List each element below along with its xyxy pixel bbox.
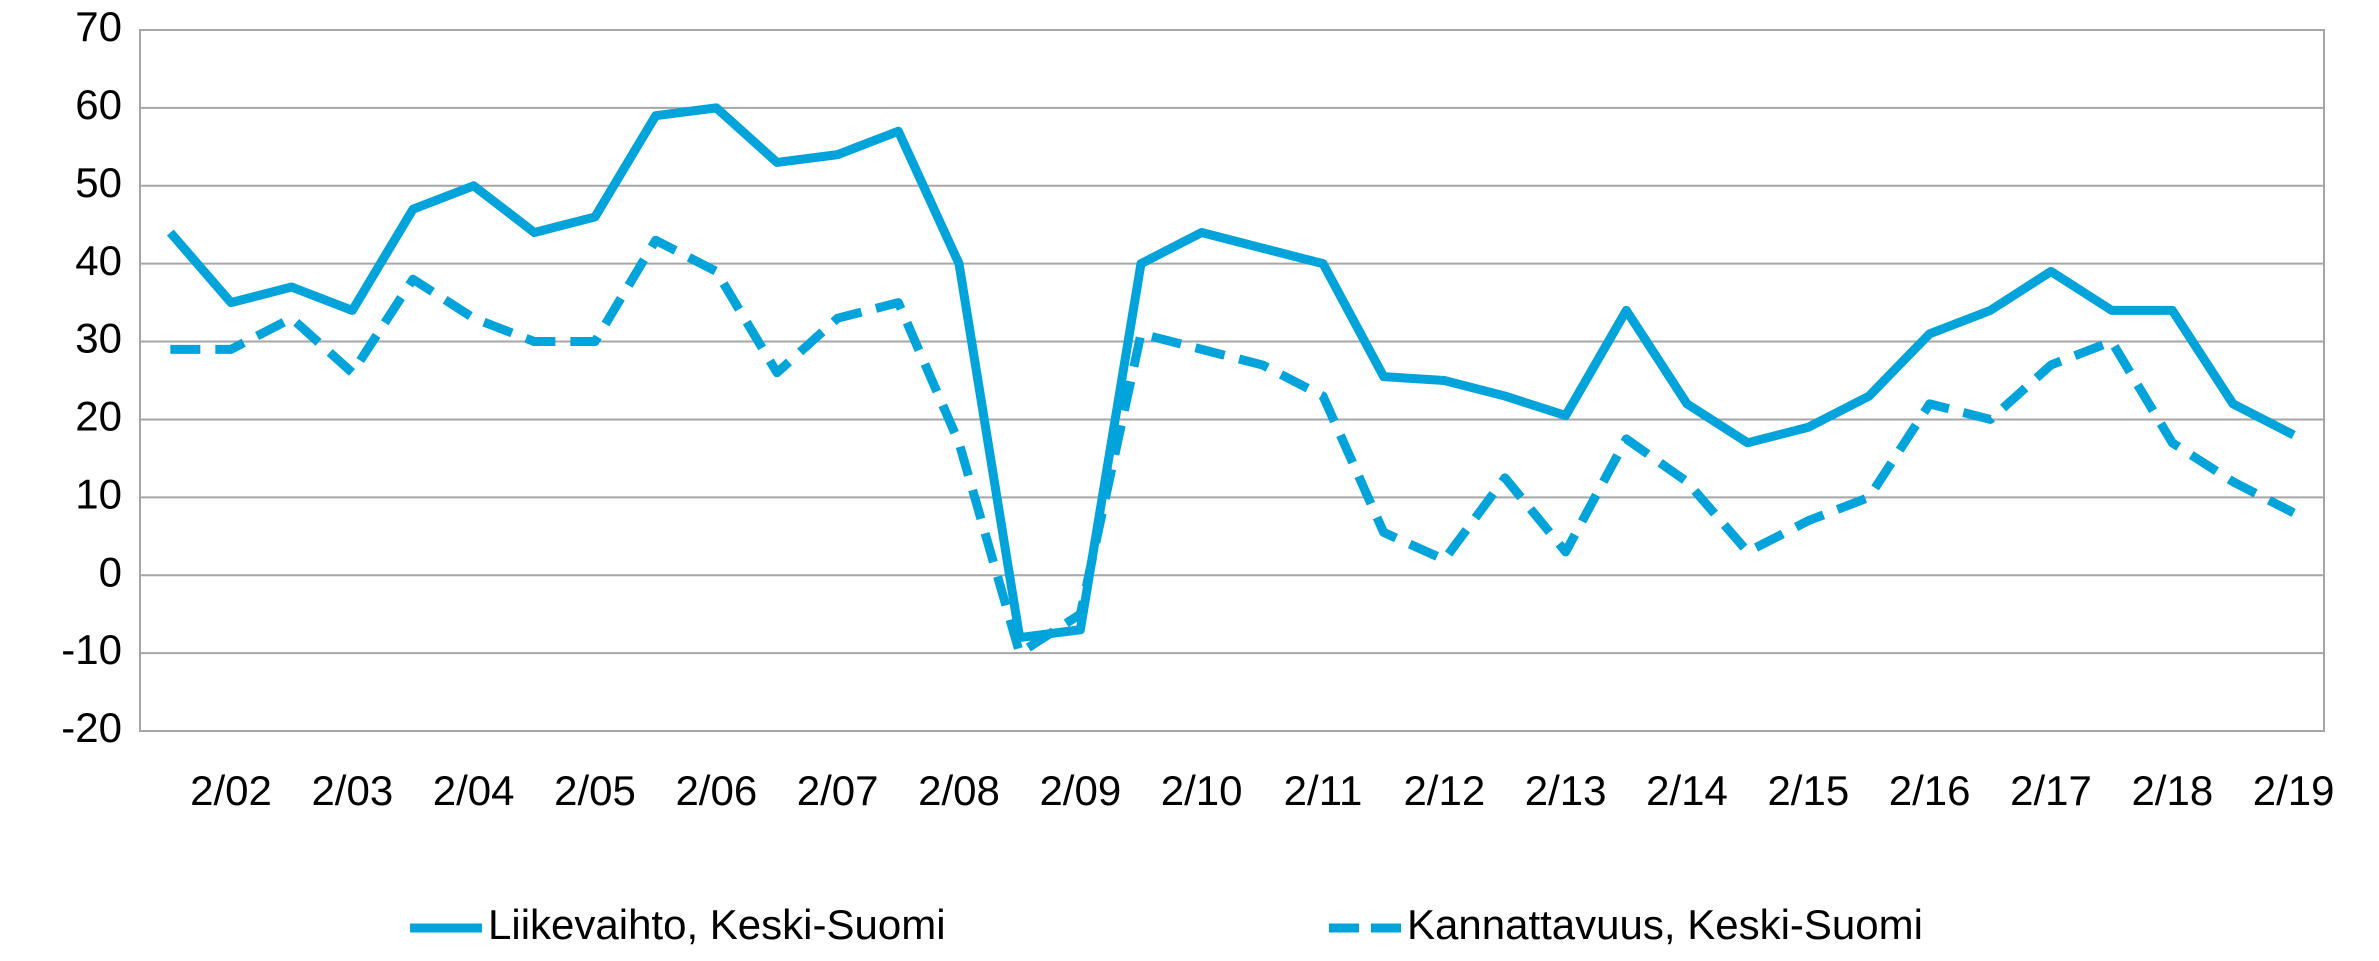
x-tick-label: 2/11: [1284, 767, 1363, 814]
y-tick-label: 30: [75, 315, 122, 362]
y-tick-label: 10: [75, 470, 122, 517]
x-tick-label: 2/10: [1161, 767, 1243, 814]
legend-label: Liikevaihto, Keski-Suomi: [488, 901, 946, 948]
y-tick-label: 40: [75, 237, 122, 284]
x-tick-label: 2/05: [554, 767, 636, 814]
x-tick-label: 2/15: [1767, 767, 1849, 814]
series-line: [166, 103, 2296, 643]
y-tick-label: 0: [99, 548, 122, 595]
y-tick-label: -10: [61, 626, 122, 673]
x-tick-label: 2/18: [2131, 767, 2213, 814]
y-tick-label: -20: [61, 704, 122, 751]
x-tick-label: 2/19: [2253, 767, 2335, 814]
x-tick-label: 2/17: [2010, 767, 2092, 814]
y-tick-label: 50: [75, 159, 122, 206]
x-tick-label: 2/09: [1039, 767, 1121, 814]
x-tick-label: 2/13: [1525, 767, 1607, 814]
x-tick-label: 2/14: [1646, 767, 1728, 814]
x-tick-label: 2/04: [433, 767, 515, 814]
series-line: [170, 235, 2296, 658]
x-tick-label: 2/12: [1403, 767, 1485, 814]
x-tick-label: 2/06: [675, 767, 757, 814]
x-tick-label: 2/08: [918, 767, 1000, 814]
x-tick-label: 2/03: [311, 767, 393, 814]
plot-border: [139, 29, 2325, 732]
x-tick-label: 2/02: [190, 767, 272, 814]
y-tick-label: 70: [75, 3, 122, 50]
x-tick-label: 2/07: [797, 767, 879, 814]
legend-label: Kannattavuus, Keski-Suomi: [1407, 901, 1923, 948]
y-tick-label: 20: [75, 393, 122, 440]
y-tick-label: 60: [75, 81, 122, 128]
x-tick-label: 2/16: [1889, 767, 1971, 814]
